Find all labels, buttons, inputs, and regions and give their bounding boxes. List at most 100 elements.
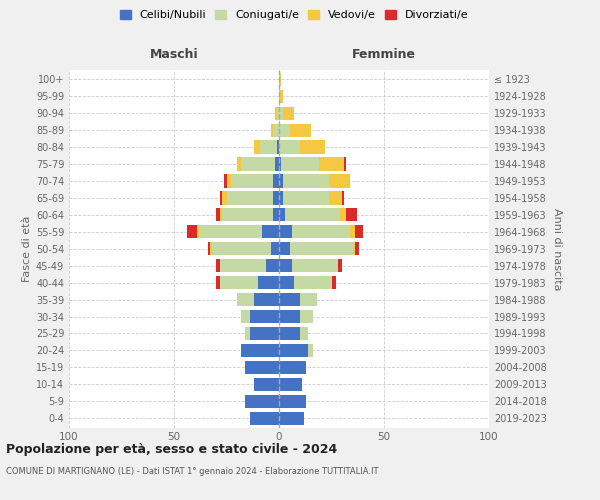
- Bar: [279, 242, 355, 256]
- Bar: [212, 242, 279, 256]
- Bar: [250, 310, 279, 323]
- Bar: [279, 174, 350, 188]
- Bar: [279, 327, 308, 340]
- Bar: [279, 225, 363, 238]
- Text: Maschi: Maschi: [149, 48, 199, 60]
- Bar: [279, 208, 340, 222]
- Bar: [254, 378, 279, 391]
- Bar: [279, 106, 294, 120]
- Bar: [237, 293, 279, 306]
- Bar: [279, 192, 344, 204]
- Bar: [254, 140, 279, 153]
- Bar: [279, 242, 290, 256]
- Bar: [220, 208, 279, 222]
- Bar: [279, 192, 342, 204]
- Bar: [272, 124, 279, 137]
- Bar: [245, 394, 279, 408]
- Bar: [279, 293, 317, 306]
- Bar: [279, 412, 304, 425]
- Bar: [266, 259, 279, 272]
- Bar: [279, 225, 355, 238]
- Bar: [279, 242, 353, 256]
- Bar: [216, 276, 279, 289]
- Bar: [279, 310, 313, 323]
- Bar: [279, 158, 281, 170]
- Bar: [279, 310, 313, 323]
- Bar: [241, 344, 279, 357]
- Bar: [241, 344, 279, 357]
- Text: Femmine: Femmine: [352, 48, 416, 60]
- Bar: [241, 344, 279, 357]
- Bar: [237, 158, 279, 170]
- Bar: [216, 259, 279, 272]
- Bar: [279, 412, 304, 425]
- Text: Popolazione per età, sesso e stato civile - 2024: Popolazione per età, sesso e stato civil…: [6, 442, 337, 456]
- Bar: [272, 208, 279, 222]
- Bar: [250, 412, 279, 425]
- Bar: [210, 242, 279, 256]
- Bar: [279, 158, 319, 170]
- Bar: [279, 192, 329, 204]
- Bar: [262, 225, 279, 238]
- Bar: [279, 344, 308, 357]
- Bar: [279, 72, 281, 86]
- Bar: [245, 394, 279, 408]
- Bar: [279, 378, 302, 391]
- Bar: [224, 174, 279, 188]
- Bar: [231, 174, 279, 188]
- Bar: [245, 360, 279, 374]
- Y-axis label: Anni di nascita: Anni di nascita: [552, 208, 562, 290]
- Bar: [279, 327, 308, 340]
- Bar: [279, 360, 307, 374]
- Bar: [279, 293, 317, 306]
- Bar: [250, 412, 279, 425]
- Bar: [279, 174, 350, 188]
- Bar: [245, 360, 279, 374]
- Bar: [227, 174, 279, 188]
- Bar: [279, 72, 281, 86]
- Bar: [254, 378, 279, 391]
- Bar: [279, 394, 307, 408]
- Bar: [250, 327, 279, 340]
- Bar: [279, 208, 356, 222]
- Bar: [279, 394, 307, 408]
- Bar: [279, 242, 359, 256]
- Bar: [237, 158, 279, 170]
- Bar: [245, 360, 279, 374]
- Bar: [220, 276, 279, 289]
- Y-axis label: Fasce di età: Fasce di età: [22, 216, 32, 282]
- Bar: [279, 344, 313, 357]
- Bar: [223, 208, 279, 222]
- Bar: [220, 259, 279, 272]
- Bar: [245, 394, 279, 408]
- Bar: [241, 310, 279, 323]
- Bar: [279, 124, 311, 137]
- Bar: [220, 259, 279, 272]
- Bar: [241, 310, 279, 323]
- Bar: [279, 208, 346, 222]
- Bar: [279, 293, 300, 306]
- Bar: [279, 192, 283, 204]
- Bar: [279, 259, 292, 272]
- Bar: [245, 327, 279, 340]
- Bar: [241, 158, 279, 170]
- Bar: [216, 208, 279, 222]
- Bar: [279, 106, 283, 120]
- Bar: [254, 378, 279, 391]
- Bar: [279, 344, 313, 357]
- Bar: [199, 225, 279, 238]
- Bar: [279, 310, 300, 323]
- Bar: [250, 412, 279, 425]
- Bar: [279, 378, 302, 391]
- Bar: [241, 310, 279, 323]
- Bar: [279, 174, 329, 188]
- Bar: [279, 378, 302, 391]
- Bar: [279, 225, 292, 238]
- Bar: [271, 124, 279, 137]
- Bar: [275, 106, 279, 120]
- Bar: [197, 225, 279, 238]
- Bar: [279, 276, 331, 289]
- Bar: [279, 344, 313, 357]
- Bar: [245, 327, 279, 340]
- Bar: [279, 158, 344, 170]
